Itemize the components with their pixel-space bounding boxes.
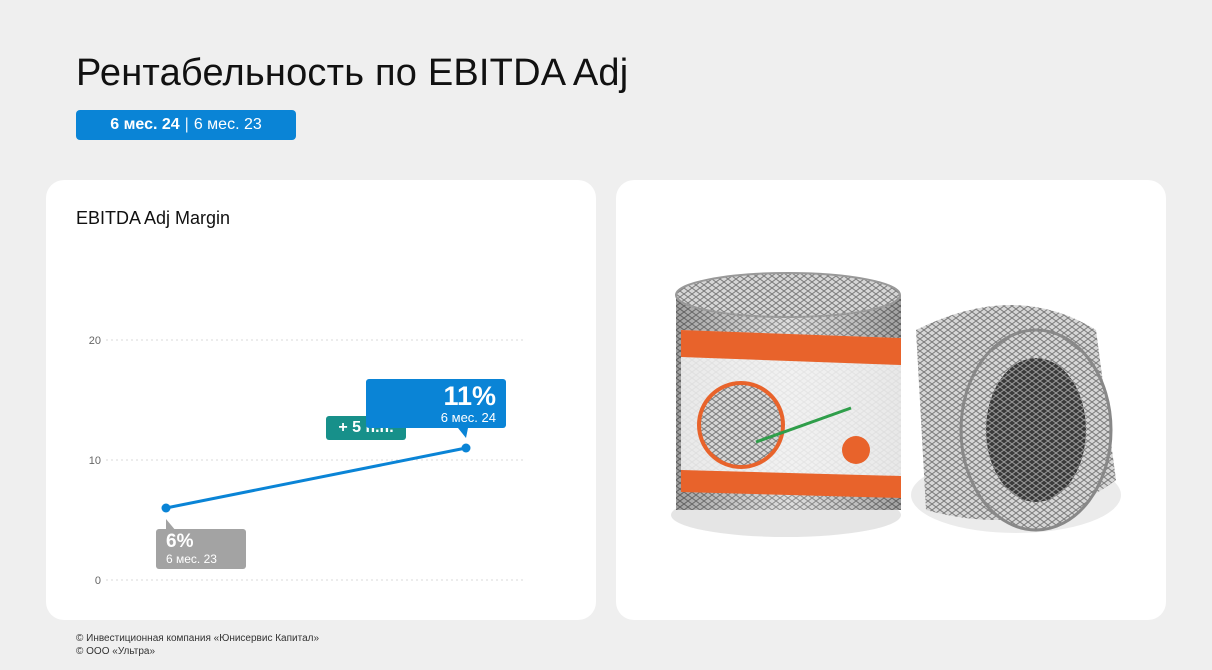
data-point-1 [461, 443, 471, 453]
period-separator: | [184, 116, 189, 133]
period-current[interactable]: 6 мес. 24 [110, 116, 180, 133]
y-tick-label: 20 [89, 335, 101, 347]
page-title: Рентабельность по EBITDA Adj [76, 52, 629, 94]
period-previous[interactable]: 6 мес. 23 [193, 116, 262, 133]
callout-pointer-current [458, 428, 468, 438]
y-tick-label: 0 [95, 575, 101, 587]
footer-copyright-2: © ООО «Ультра» [76, 646, 156, 657]
product-photo-card [616, 180, 1166, 620]
period-switch[interactable]: 6 мес. 24 | 6 мес. 23 [76, 110, 296, 140]
data-label-previous-value: 6% [166, 531, 194, 552]
data-point-0 [161, 503, 171, 513]
data-label-previous-period: 6 мес. 23 [166, 552, 217, 566]
y-tick-label: 10 [89, 455, 101, 467]
data-label-previous: 6% 6 мес. 23 [156, 529, 246, 569]
data-label-current-period: 6 мес. 24 [440, 410, 496, 425]
footer: © Инвестиционная компания «Юнисервис Кап… [76, 632, 319, 658]
series-line [165, 446, 467, 510]
footer-copyright-1: © Инвестиционная компания «Юнисервис Кап… [76, 633, 320, 644]
line-chart: 0 10 20 [89, 335, 526, 587]
chart-card: EBITDA Adj Margin 0 10 20 + 5 п.п. 11% 6 м… [46, 180, 596, 620]
chart-title: EBITDA Adj Margin [76, 208, 231, 228]
mesh-rolls-image [671, 272, 1121, 537]
callout-pointer-previous [166, 519, 176, 531]
data-label-current: 11% 6 мес. 24 [366, 379, 506, 428]
data-label-current-value: 11% [443, 381, 496, 411]
